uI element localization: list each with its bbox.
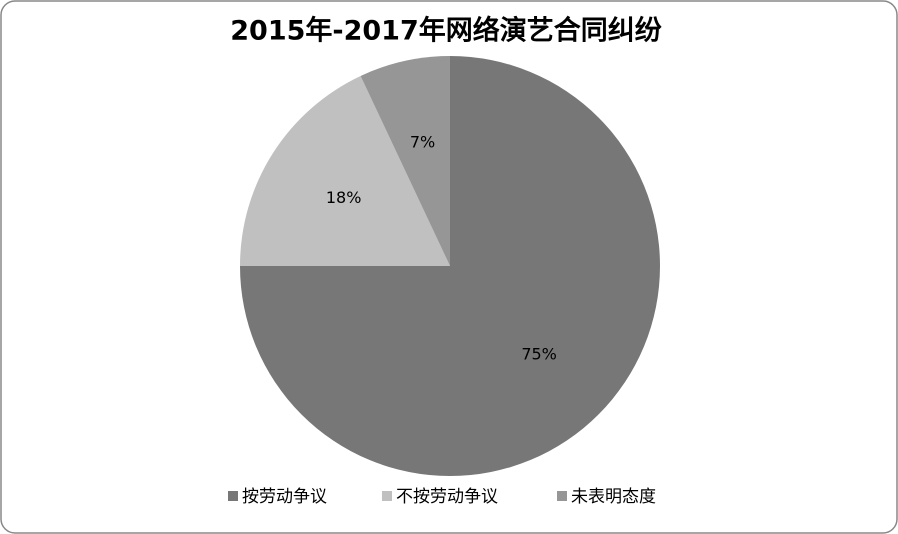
chart-title: 2015年-2017年网络演艺合同纠纷	[230, 15, 662, 47]
data-label: 18%	[326, 188, 362, 207]
legend-swatch	[228, 491, 238, 501]
legend-label: 未表明态度	[571, 487, 656, 507]
data-label: 75%	[521, 345, 557, 364]
legend-swatch	[382, 491, 392, 501]
legend-swatch	[557, 491, 567, 501]
data-label: 7%	[410, 133, 435, 152]
pie-slice	[360, 56, 450, 266]
legend-label: 不按劳动争议	[396, 487, 498, 507]
legend-label: 按劳动争议	[242, 487, 327, 507]
pie-slice	[240, 75, 450, 266]
